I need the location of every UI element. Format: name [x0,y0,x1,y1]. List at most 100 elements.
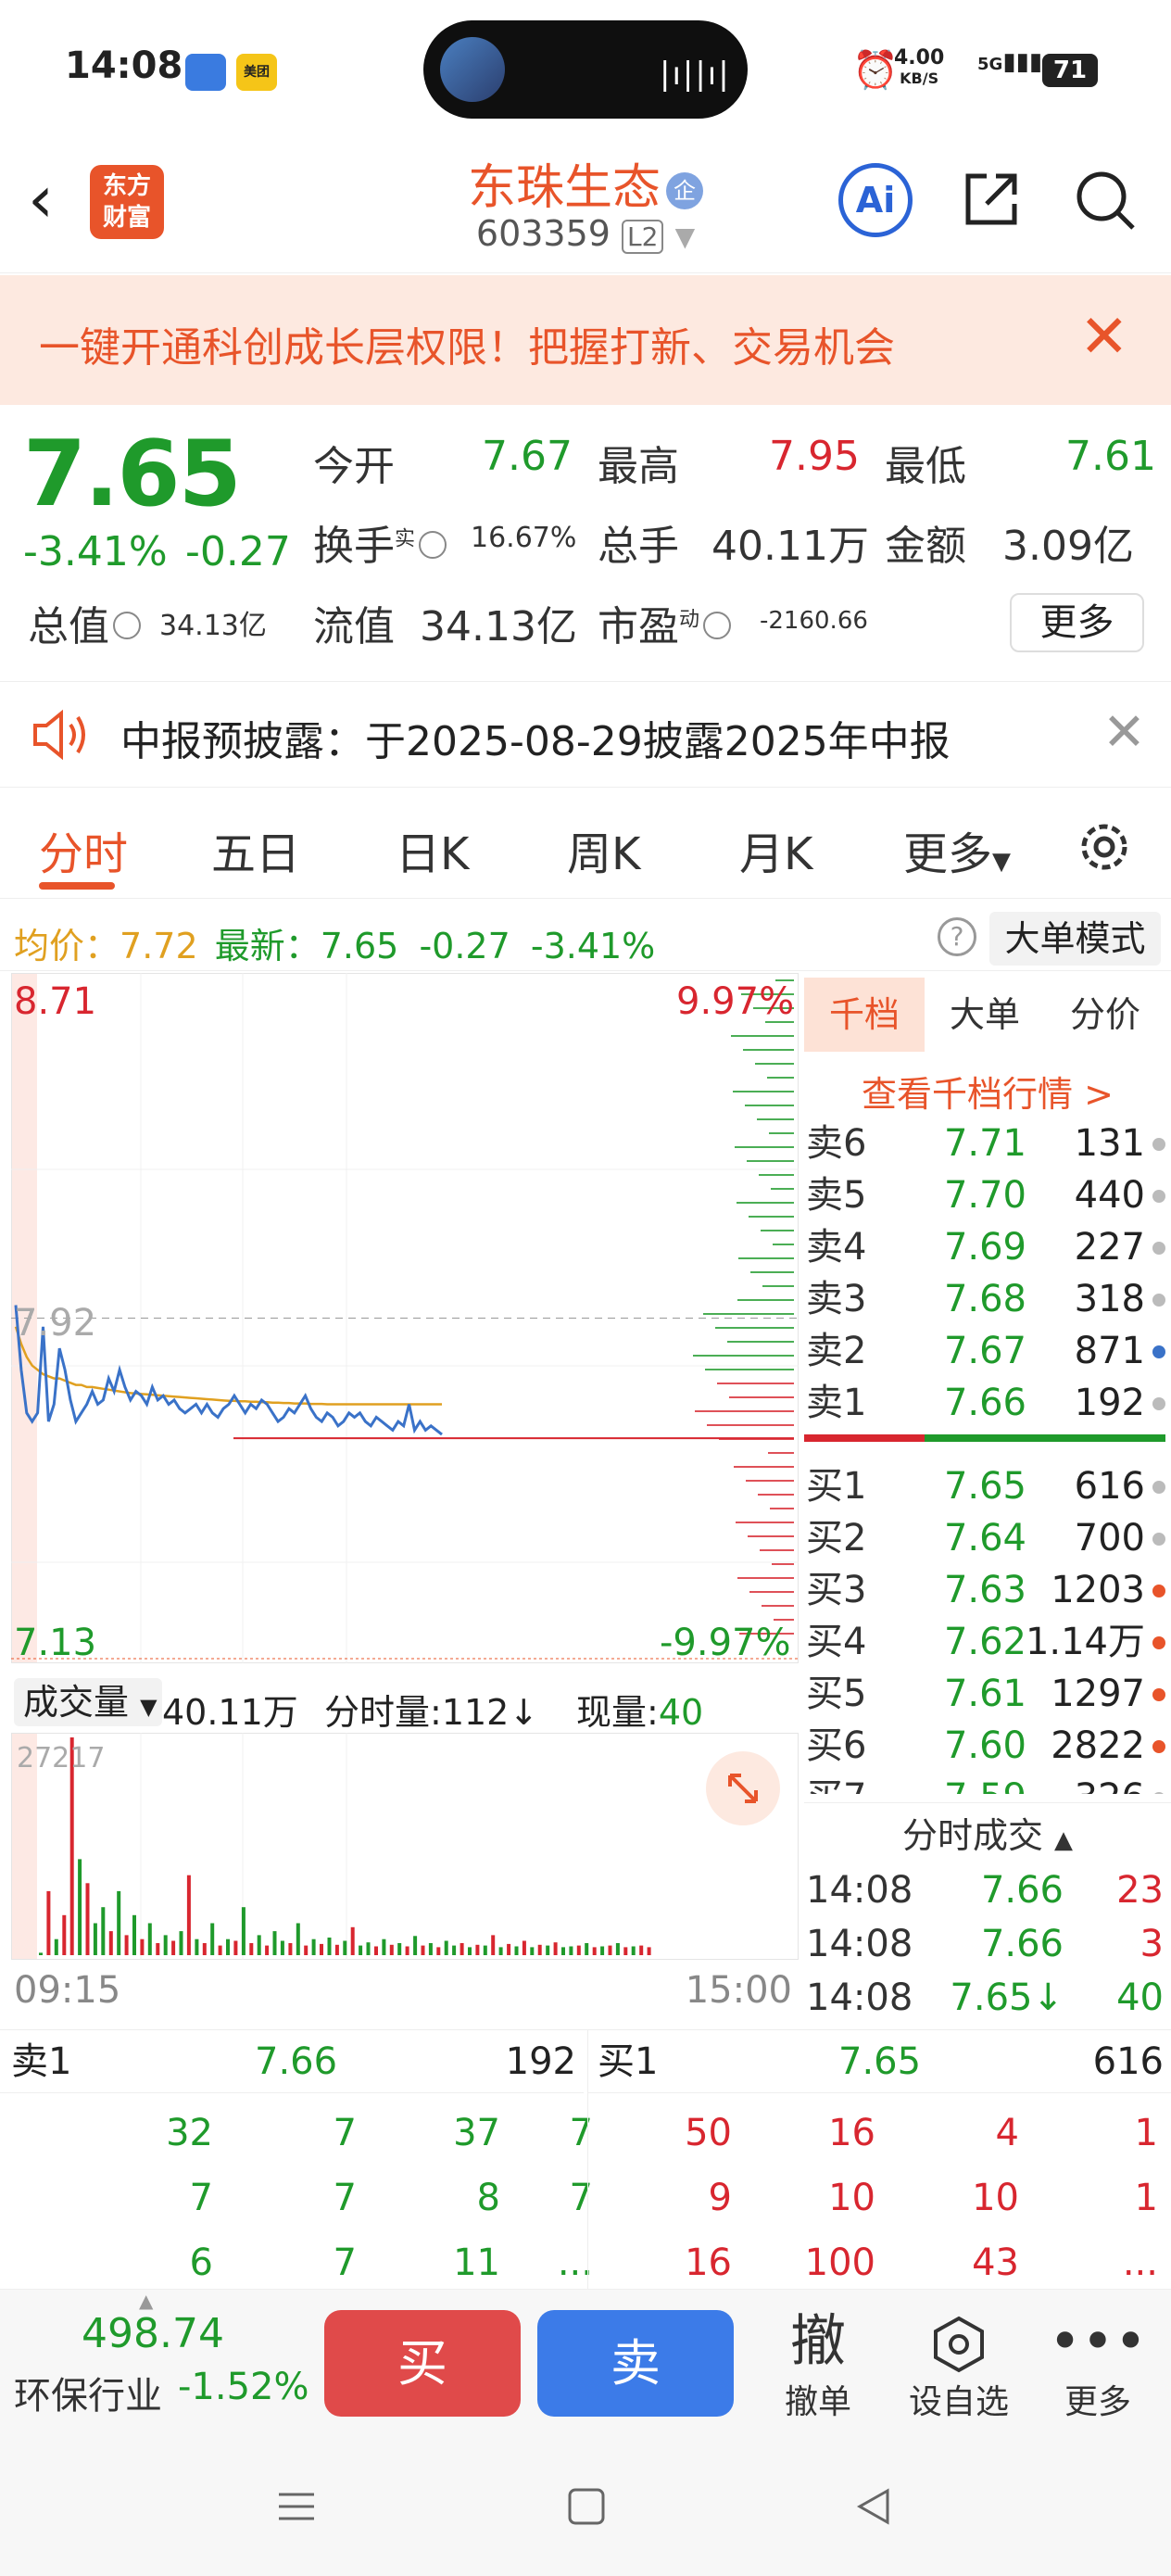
level2-badge: L2 [622,220,664,254]
stock-name-wrap[interactable]: 东珠生态企 [0,148,1171,218]
bid-level-row[interactable]: 买2 7.64 700 [804,1512,1171,1564]
add-watchlist-button[interactable]: 设自选 [899,2308,1019,2423]
tab-underline [39,882,115,890]
dynamic-island[interactable]: |ı||ı| [423,20,748,119]
volume-label: 总手 [598,523,679,570]
bid-order-qty: 1 [1134,2112,1158,2154]
caret-up-icon[interactable]: ▲ [139,2290,154,2312]
home-icon[interactable] [563,2483,610,2530]
bid-order-qty: 100 [804,2241,875,2284]
average-price-line [14,1326,442,1406]
volume-bar [491,1935,496,1955]
promo-banner[interactable]: 一键开通科创成长层权限！把握打新、交易机会 ✕ [0,275,1171,405]
close-icon[interactable]: ✕ [1102,702,1146,763]
share-icon[interactable] [959,167,1024,232]
book-divider-green [925,1434,1165,1442]
eye-icon[interactable] [703,612,732,639]
trades-header[interactable]: 分时成交 ▲ [804,1802,1171,1867]
ask1-label: 卖1 [11,2040,72,2083]
volume-bar [576,1945,581,1955]
collapse-icon: ▲ [1054,1826,1074,1854]
more-button[interactable]: 更多 [1010,593,1144,652]
industry-index-value[interactable]: 498.74 [82,2310,224,2357]
bid-level-row[interactable]: 买7 7.59 326 [804,1772,1171,1794]
ask-level-row[interactable]: 卖4 7.69 227 [804,1221,1171,1273]
view-levels-link[interactable]: 查看千档行情 > [862,1074,1114,1115]
tab-big-orders[interactable]: 大单 [949,994,1020,1035]
volume-bar [265,1945,270,1955]
volume-bar [374,1946,378,1955]
tab-five-day[interactable]: 五日 [211,828,301,880]
ask-level-row[interactable]: 卖2 7.67 871 [804,1325,1171,1377]
ask1-volume: 192 [505,2040,576,2083]
tab-daily-k[interactable]: 日K [396,828,470,880]
eye-icon[interactable] [419,531,447,559]
dropdown-icon: ▼ [140,1694,157,1720]
notice-bar[interactable]: 中报预披露：于2025-08-29披露2025年中报 ✕ [0,681,1171,788]
search-icon[interactable] [1072,167,1137,232]
close-icon[interactable]: ✕ [1079,303,1129,372]
industry-name[interactable]: 环保行业 [14,2375,162,2418]
eastmoney-logo[interactable]: 东方 财富 [90,165,164,239]
ai-button[interactable]: Ai [838,163,913,237]
tab-thousand-levels[interactable]: 千档 [804,978,925,1052]
level-dot-icon [1152,1345,1165,1358]
help-icon[interactable]: ? [938,917,976,956]
big-order-mode-button[interactable]: 大单模式 [989,912,1161,966]
level-name: 买5 [806,1673,867,1715]
level-dot-icon [1152,1688,1165,1701]
dropdown-icon: ▼ [674,221,696,252]
menu-icon[interactable] [273,2483,320,2530]
level1-detail: 卖1 7.66 192 买1 7.65 616 32 7 37 7 7 7 8 7 6 7 11..… [0,2029,1171,2290]
gear-icon[interactable] [1075,817,1134,877]
tab-intraday[interactable]: 分时 [39,828,129,880]
volume-bar [241,1907,246,1955]
buy-button[interactable]: 买 [324,2310,521,2417]
bid-level-row[interactable]: 买5 7.61 1297 [804,1668,1171,1720]
volume-bar [186,1875,191,1955]
amount-label: 金额 [885,523,966,570]
expand-button[interactable] [706,1751,780,1825]
back-nav-icon[interactable] [850,2483,897,2530]
tab-more[interactable]: 更多▼ [903,817,1011,882]
eye-icon[interactable] [113,612,141,639]
cancel-order-button[interactable]: 撤 撤单 [758,2308,878,2423]
ask-level-row[interactable]: 卖6 7.71 131 [804,1118,1171,1169]
y-top-label: 8.71 [14,980,97,1023]
volume-chart[interactable] [11,1733,799,1960]
level-volume: 871 [1074,1330,1145,1372]
bid-level-row[interactable]: 买1 7.65 616 [804,1460,1171,1512]
volume-bar [85,1883,90,1955]
logo-line2: 财富 [102,204,151,232]
high-value: 7.95 [769,433,860,480]
volume-max-label: 27217 [17,1742,106,1774]
bid-level-row[interactable]: 买3 7.63 1203 [804,1564,1171,1616]
back-button[interactable]: ‹ [28,161,54,237]
level-price: 7.65 [943,1465,1026,1508]
ask-level-row[interactable]: 卖3 7.68 318 [804,1273,1171,1325]
sell-button[interactable]: 卖 [537,2310,734,2417]
volume-header: 成交量 ▼ 40.11万 分时量:112↓ 现量:40 [0,1673,799,1733]
volume-bar [296,1923,300,1955]
tab-weekly-k[interactable]: 周K [567,828,641,880]
tab-monthly-k[interactable]: 月K [739,828,813,880]
stock-code-wrap[interactable]: 603359 L2 ▼ [0,213,1171,254]
level-price: 7.60 [943,1724,1026,1767]
intraday-price-chart[interactable] [11,973,799,1663]
ask-level-row[interactable]: 卖5 7.70 440 [804,1169,1171,1221]
bid-level-row[interactable]: 买4 7.62 1.14万 [804,1616,1171,1668]
volume-bar [514,1946,519,1955]
trade-price: 7.65↓ [950,1976,1064,2019]
bid-order-qty: 10 [972,2177,1019,2219]
ask-level-row[interactable]: 卖1 7.66 192 [804,1377,1171,1429]
volume-bar [639,1945,644,1955]
more-actions-button[interactable]: ••• 更多 [1038,2308,1158,2423]
more-actions-label: 更多 [1064,2383,1131,2421]
tab-price-distribution[interactable]: 分价 [1069,994,1140,1035]
bid-level-row[interactable]: 买6 7.60 2822 [804,1720,1171,1772]
signal-indicator: 5G▮▮▮ [977,48,1042,76]
price-line [14,1305,443,1436]
volume-bar [280,1940,284,1955]
indicator-select[interactable]: 成交量 ▼ [14,1678,162,1726]
time-start: 09:15 [14,1969,121,2012]
